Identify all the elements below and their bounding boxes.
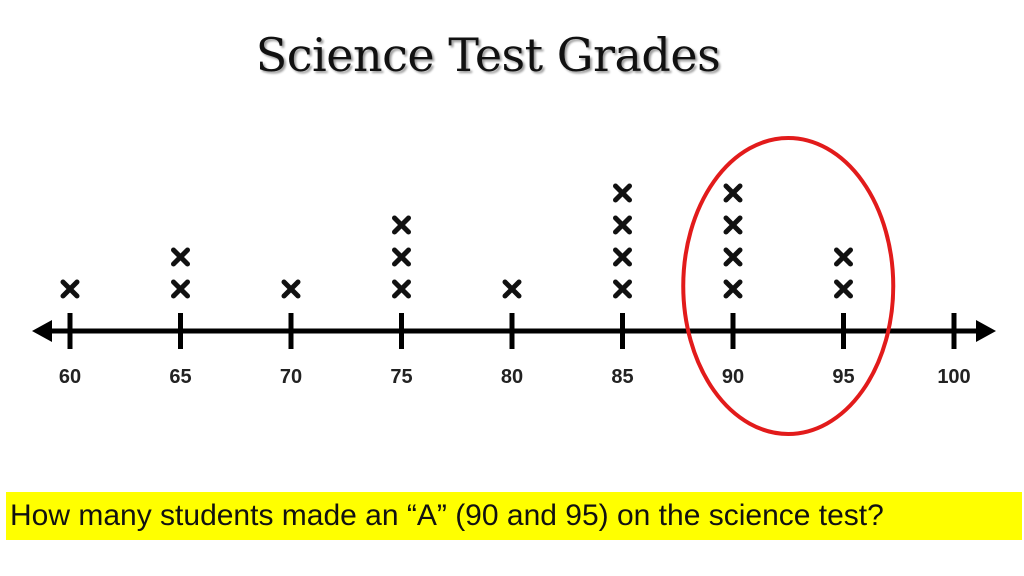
tick-label: 85	[611, 366, 633, 388]
x-mark	[723, 183, 743, 203]
x-mark	[392, 279, 411, 299]
chart-title: Science Test Grades	[255, 28, 721, 82]
dot-plot: 60 65 70 75 80 85 90 95 100	[32, 136, 996, 436]
tick-label: 95	[832, 366, 854, 388]
tick-label: 80	[501, 366, 523, 388]
x-mark	[834, 247, 853, 267]
x-mark	[834, 279, 853, 299]
x-mark	[281, 279, 301, 299]
question-banner: How many students made an “A” (90 and 95…	[6, 492, 1022, 540]
x-mark	[613, 247, 632, 267]
tick-label: 100	[937, 366, 970, 388]
x-mark	[723, 215, 743, 235]
x-mark	[171, 247, 190, 267]
x-mark	[613, 215, 632, 235]
x-mark	[392, 215, 411, 235]
x-mark	[723, 247, 743, 267]
left-arrow-icon	[32, 320, 52, 342]
x-mark	[502, 279, 522, 299]
x-mark	[723, 279, 743, 299]
x-mark	[171, 279, 190, 299]
x-mark	[613, 183, 632, 203]
tick-label: 90	[722, 366, 744, 388]
x-mark	[613, 279, 632, 299]
tick-label: 75	[390, 366, 412, 388]
x-mark	[392, 247, 411, 267]
x-mark	[60, 279, 80, 299]
tick-label: 60	[59, 366, 81, 388]
highlight-ellipse	[681, 136, 896, 436]
right-arrow-icon	[976, 320, 996, 342]
tick-label: 70	[280, 366, 302, 388]
tick-label: 65	[169, 366, 191, 388]
